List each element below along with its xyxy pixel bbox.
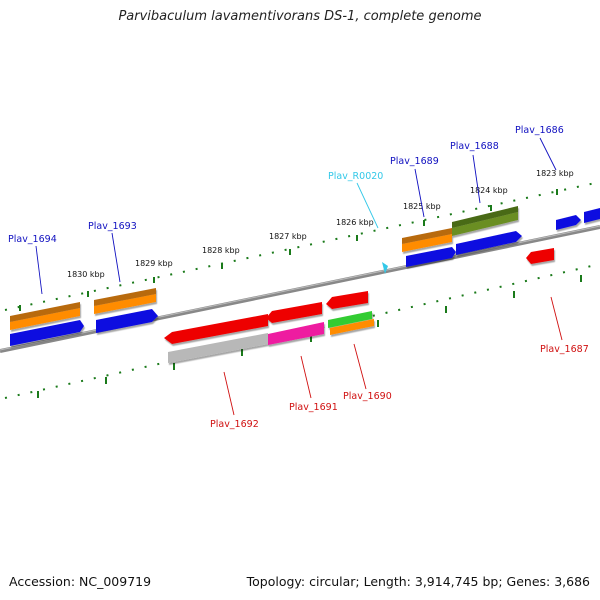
gene-arrow[interactable] [584, 208, 600, 223]
gene-arrow[interactable] [96, 309, 158, 333]
gene-label-plav-1688[interactable]: Plav_1688 [450, 141, 499, 152]
genome-backbone-highlight [0, 225, 600, 351]
gene-arrow[interactable] [406, 247, 456, 267]
gene-label-plav-1691[interactable]: Plav_1691 [289, 402, 338, 413]
gene-arrow[interactable] [526, 248, 554, 264]
gene-label-plav-1686[interactable]: Plav_1686 [515, 125, 564, 136]
scale-label: 1829 kbp [135, 259, 173, 268]
gene-arrow[interactable] [10, 320, 84, 346]
upper-tick-ruler [4, 181, 600, 311]
gene-arrow[interactable] [326, 291, 368, 309]
gene-arrow[interactable] [94, 294, 156, 314]
gene-arrow[interactable] [10, 308, 80, 330]
gene-arrow[interactable] [556, 215, 581, 230]
gene-arrow[interactable] [168, 333, 268, 363]
gene-label-plav-1694[interactable]: Plav_1694 [8, 234, 57, 245]
gene-label-plav-1690[interactable]: Plav_1690 [343, 391, 392, 402]
gene-arrow[interactable] [10, 302, 80, 322]
scale-label: 1828 kbp [202, 246, 240, 255]
rna-gene-arrow[interactable] [382, 262, 388, 274]
scale-label: 1830 kbp [67, 270, 105, 279]
gene-arrow[interactable] [268, 322, 324, 345]
gene-label-plav-1689[interactable]: Plav_1689 [390, 156, 439, 167]
gene-arrow[interactable] [452, 212, 518, 236]
scale-label: 1826 kbp [336, 218, 374, 227]
gene-label-plav-1693[interactable]: Plav_1693 [88, 221, 137, 232]
gene-arrow[interactable] [94, 288, 156, 306]
forward-strand-genes [10, 206, 600, 346]
scale-label: 1824 kbp [470, 186, 508, 195]
gene-label-plav-r0020[interactable]: Plav_R0020 [328, 171, 383, 182]
reverse-strand-genes [164, 248, 554, 363]
scale-label: 1823 kbp [536, 169, 574, 178]
gene-arrow[interactable] [456, 231, 522, 255]
genome-summary-text: Topology: circular; Length: 3,914,745 bp… [246, 574, 590, 589]
lower-tick-ruler [4, 263, 600, 399]
gene-arrow[interactable] [330, 319, 374, 335]
gene-arrow[interactable] [402, 228, 452, 244]
gene-arrow[interactable] [402, 234, 452, 252]
gene-label-plav-1692[interactable]: Plav_1692 [210, 419, 259, 430]
gene-arrow[interactable] [164, 314, 268, 344]
gene-label-plav-1687[interactable]: Plav_1687 [540, 344, 589, 355]
accession-text: Accession: NC_009719 [9, 574, 152, 589]
gene-arrow[interactable] [452, 206, 518, 228]
scale-label: 1827 kbp [269, 232, 307, 241]
label-leaders [35, 137, 563, 416]
gene-arrow[interactable] [266, 302, 322, 323]
gene-arrow[interactable] [328, 311, 372, 328]
map-title: Parvibaculum lavamentivorans DS-1, compl… [118, 9, 482, 24]
